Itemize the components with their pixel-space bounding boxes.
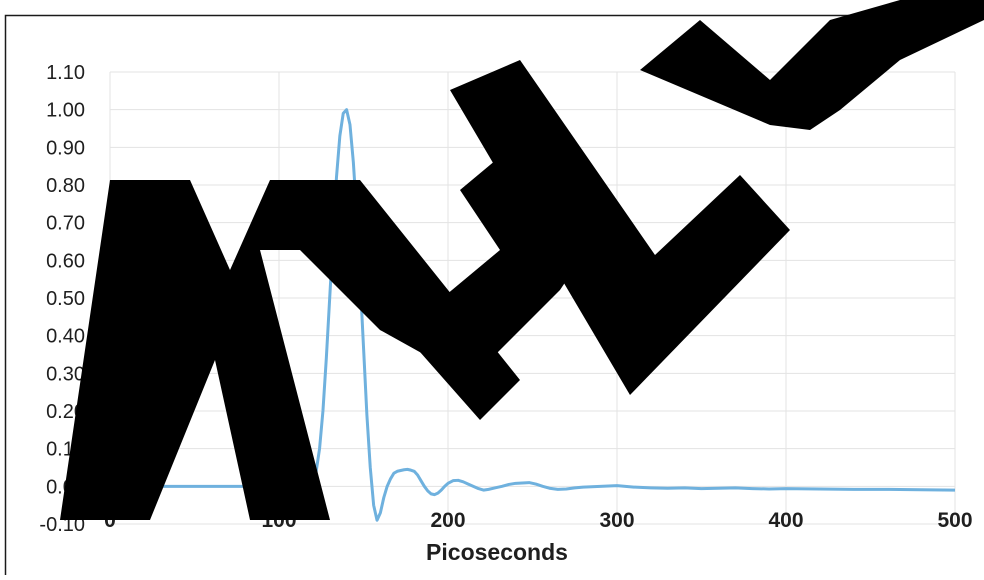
y-tick-label: 0.30 <box>46 363 85 385</box>
y-tick-label: 0.40 <box>46 326 85 348</box>
x-tick-label: 400 <box>768 509 803 532</box>
x-tick-label: 200 <box>430 509 465 532</box>
x-tick-label: 300 <box>599 509 634 532</box>
x-axis-title: Picoseconds <box>426 539 568 565</box>
y-tick-label: 0.80 <box>46 175 85 197</box>
y-tick-label: 0.50 <box>46 288 85 310</box>
y-tick-label: 0.90 <box>46 137 85 159</box>
y-tick-label: 0.70 <box>46 213 85 235</box>
y-tick-label: 0.60 <box>46 250 85 272</box>
y-tick-label: 1.10 <box>46 62 85 84</box>
x-tick-label: 500 <box>937 509 972 532</box>
y-tick-label: 1.00 <box>46 100 85 122</box>
watermark-letter-e <box>640 0 984 130</box>
